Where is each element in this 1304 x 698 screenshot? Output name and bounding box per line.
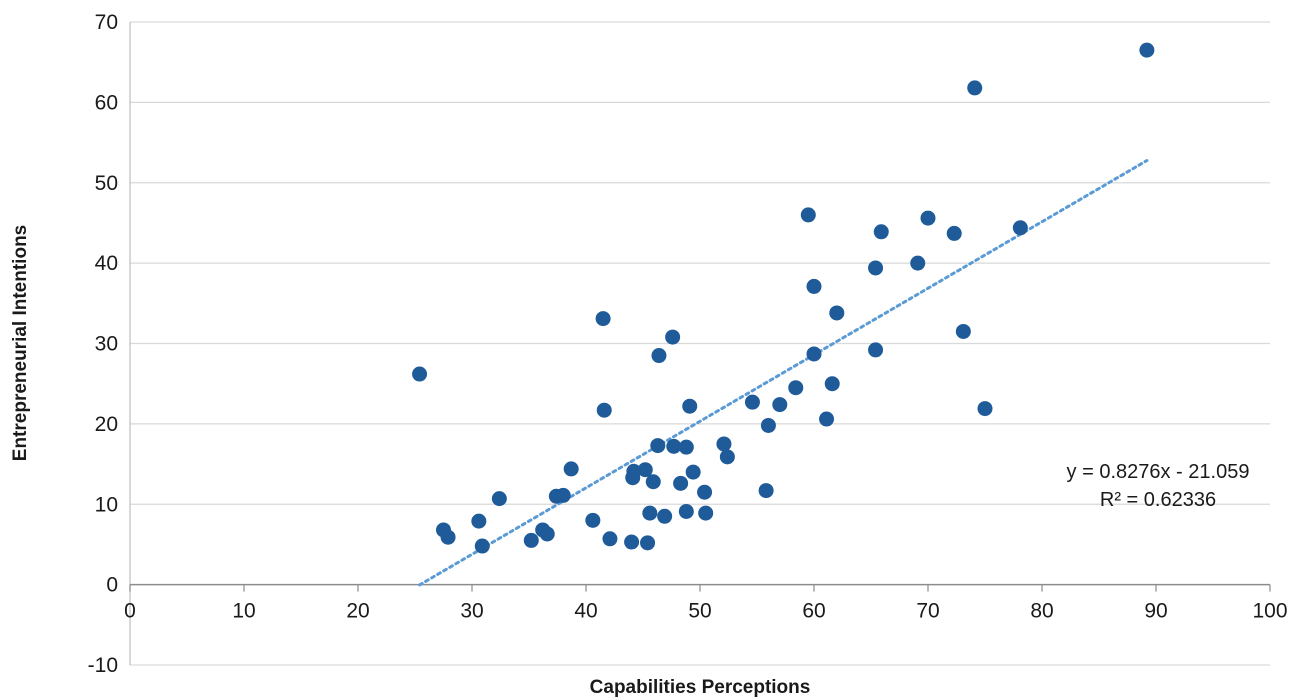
data-point [744, 394, 760, 410]
y-axis-title: Entrepreneurial Intentions [10, 225, 31, 461]
data-point [595, 311, 611, 327]
data-point [800, 207, 816, 223]
data-point [440, 529, 456, 545]
x-tick-label: 30 [460, 600, 483, 623]
data-point [602, 531, 618, 547]
data-point [1012, 220, 1028, 236]
data-point [829, 305, 845, 321]
x-tick-label: 0 [124, 600, 136, 623]
y-tick-label: 50 [95, 172, 118, 195]
data-point [946, 225, 962, 241]
axes [129, 22, 1271, 665]
x-tick-label: 60 [802, 600, 825, 623]
data-point [697, 484, 713, 500]
y-tick-label: -10 [88, 654, 118, 677]
data-point [698, 505, 714, 521]
data-point [682, 398, 698, 414]
data-point [626, 463, 642, 479]
data-point [491, 491, 507, 507]
data-point [471, 513, 487, 529]
data-point [760, 417, 776, 433]
trendline [418, 159, 1149, 587]
data-point [666, 438, 682, 454]
trendline-equation: y = 0.8276x - 21.059 [1067, 461, 1250, 483]
data-point [624, 534, 640, 550]
data-point [868, 342, 884, 358]
y-tick-label: 20 [95, 413, 118, 436]
data-point [758, 483, 774, 499]
data-point [719, 449, 735, 465]
x-tick-label: 40 [574, 600, 597, 623]
gridlines [130, 21, 1270, 666]
x-axis-title: Capabilities Perceptions [590, 677, 811, 698]
tick-labels: -10 0 10 20 30 40 50 60 70 0 10 20 30 40 50 60 70 80 90 100 [88, 11, 1288, 677]
data-point [806, 346, 822, 362]
trendline-r-squared: R² = 0.62336 [1100, 489, 1216, 511]
data-point [977, 401, 993, 417]
data-point [637, 462, 653, 478]
x-tick-label: 50 [688, 600, 711, 623]
data-point [678, 439, 694, 455]
data-point [967, 80, 983, 96]
data-point [665, 329, 681, 345]
data-point [412, 366, 428, 382]
data-point [788, 380, 804, 396]
data-point [868, 260, 884, 276]
data-point [955, 323, 971, 339]
x-tick-label: 90 [1144, 600, 1167, 623]
data-point [673, 475, 689, 491]
data-point [474, 538, 490, 554]
data-point [920, 210, 936, 226]
data-point [824, 376, 840, 392]
data-point [650, 438, 666, 454]
data-point [640, 535, 656, 551]
data-point [678, 503, 694, 519]
data-point [910, 255, 926, 271]
y-tick-label: 30 [95, 333, 118, 356]
data-point [645, 474, 661, 490]
x-tick-label: 10 [232, 600, 255, 623]
data-point [651, 348, 667, 364]
data-point [716, 436, 732, 452]
data-point [772, 397, 788, 413]
data-point [642, 505, 658, 521]
x-tick-label: 100 [1252, 600, 1287, 623]
y-tick-label: 40 [95, 252, 118, 275]
y-tick-label: 0 [106, 574, 118, 597]
data-point [1139, 42, 1155, 58]
data-point [555, 487, 571, 503]
data-point [819, 411, 835, 427]
y-tick-label: 70 [95, 11, 118, 34]
trendline-group [418, 159, 1149, 587]
data-point [685, 464, 701, 480]
data-point [596, 402, 612, 418]
y-tick-label: 10 [95, 493, 118, 516]
y-tick-label: 60 [95, 91, 118, 114]
data-point [873, 224, 889, 240]
x-tick-label: 80 [1030, 600, 1053, 623]
x-tick-label: 20 [346, 600, 369, 623]
data-point [523, 532, 539, 548]
data-point [657, 508, 673, 524]
data-point [539, 526, 555, 542]
data-point [806, 278, 822, 294]
data-point [585, 512, 601, 528]
x-tick-label: 70 [916, 600, 939, 623]
data-point [563, 461, 579, 477]
data-points [412, 42, 1155, 554]
